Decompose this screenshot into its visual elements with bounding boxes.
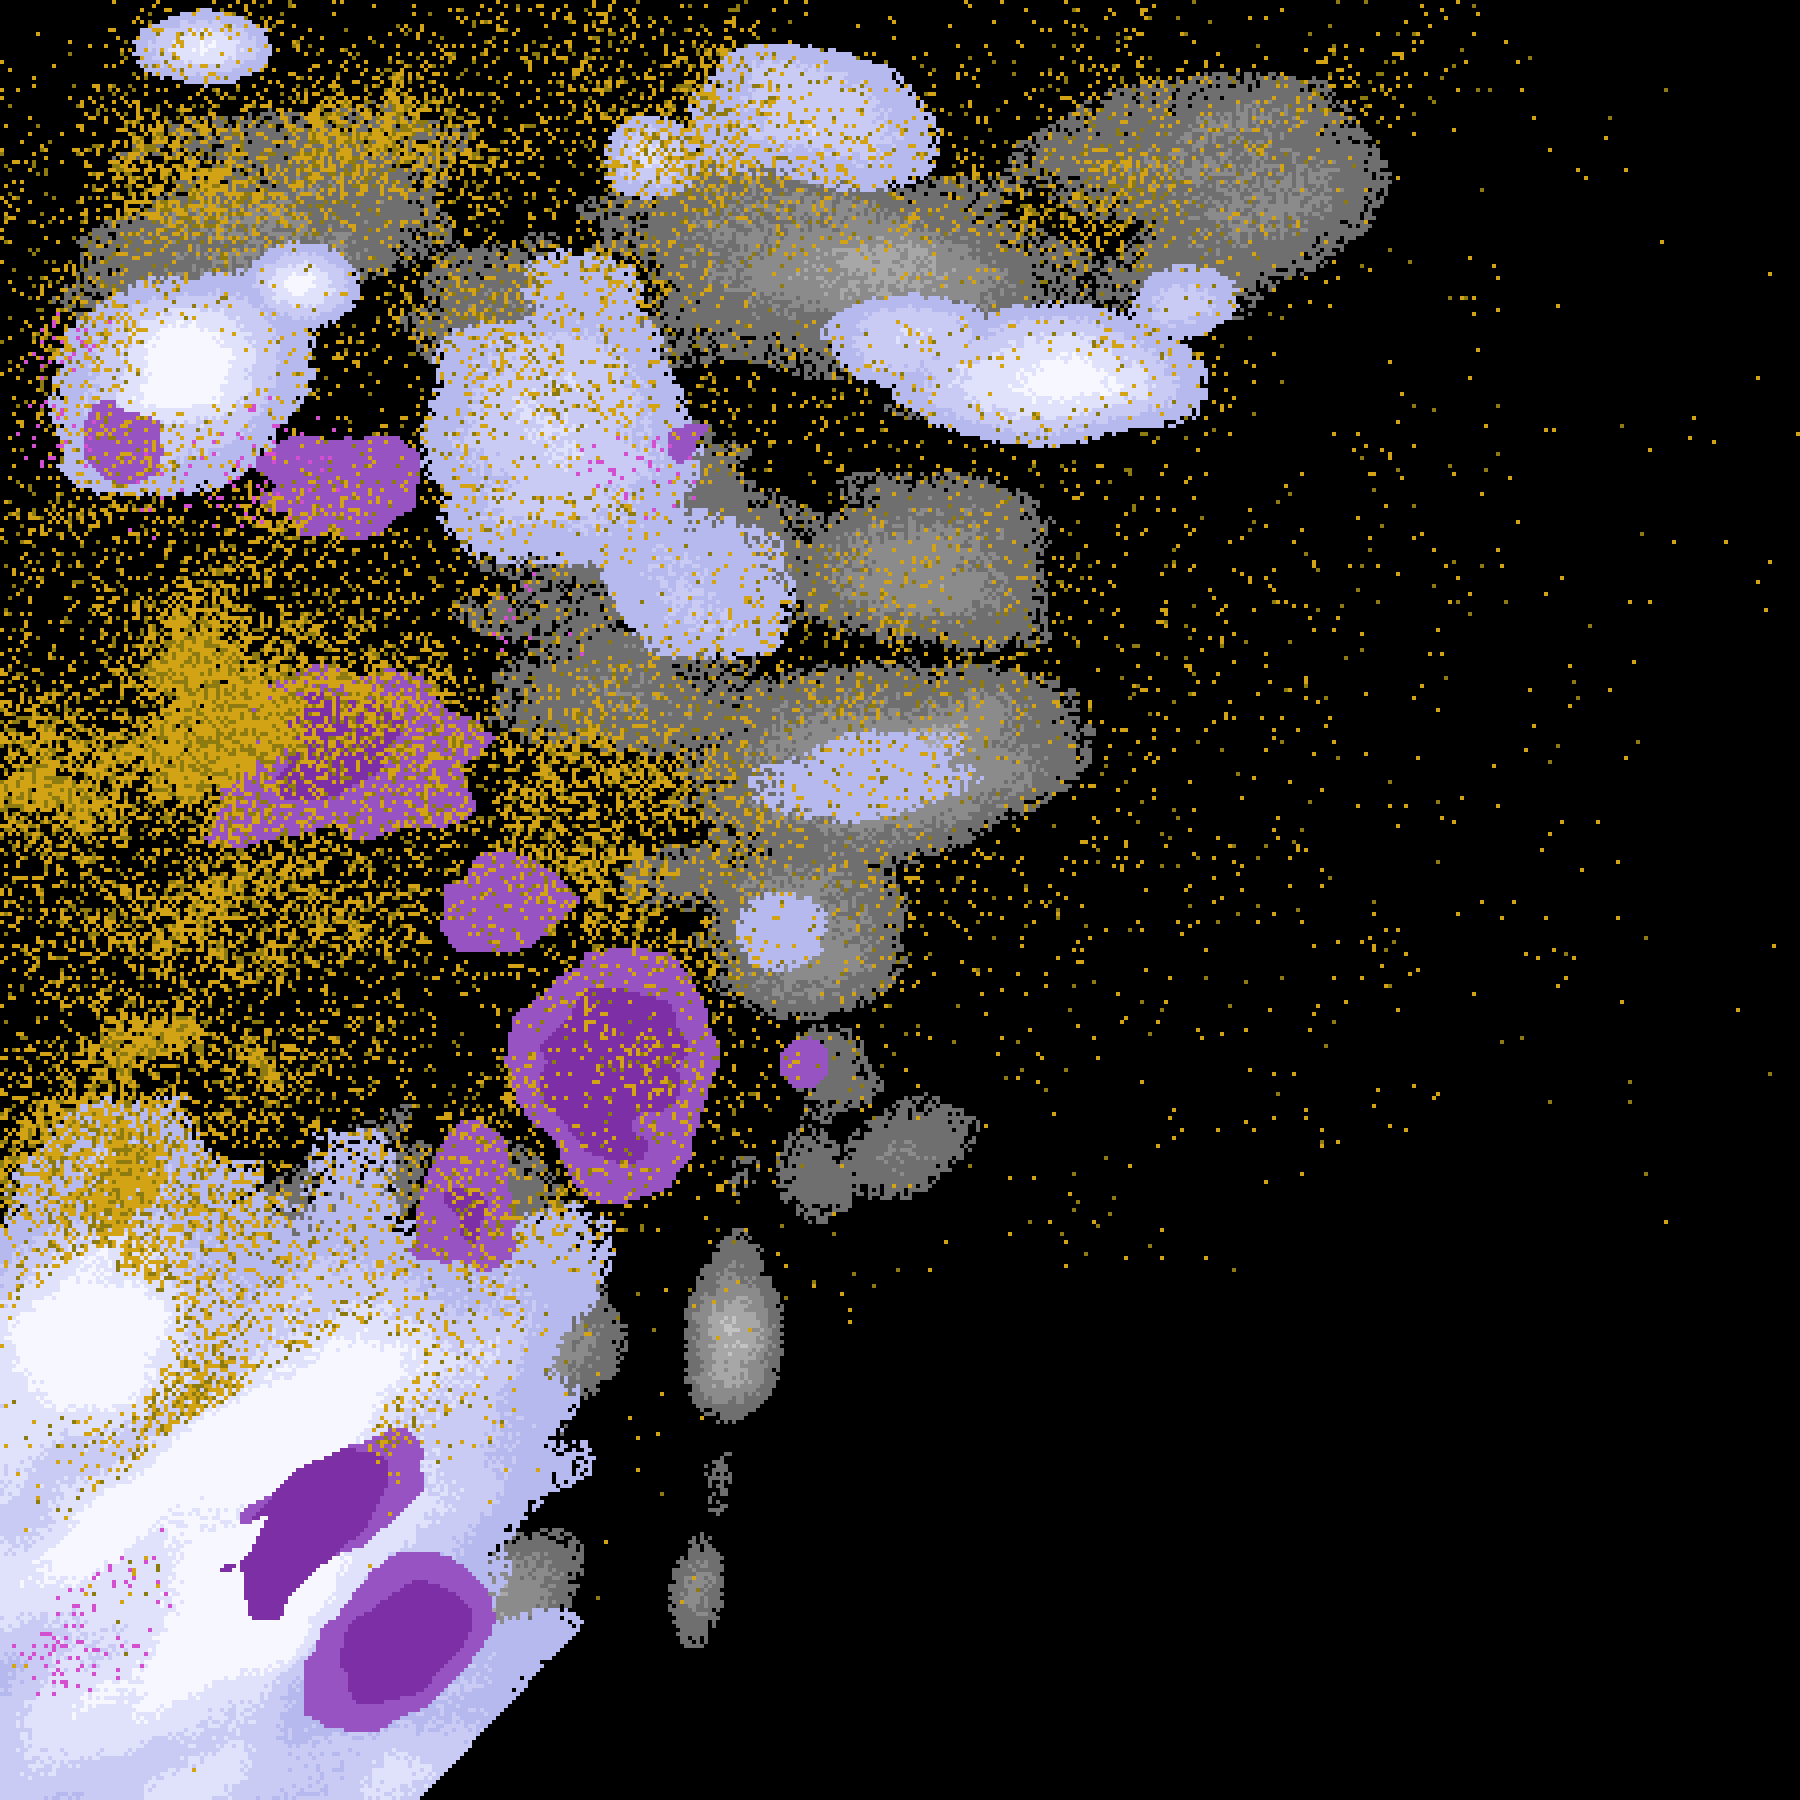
satellite-image [0,0,1800,1800]
satellite-viewport [0,0,1800,1800]
